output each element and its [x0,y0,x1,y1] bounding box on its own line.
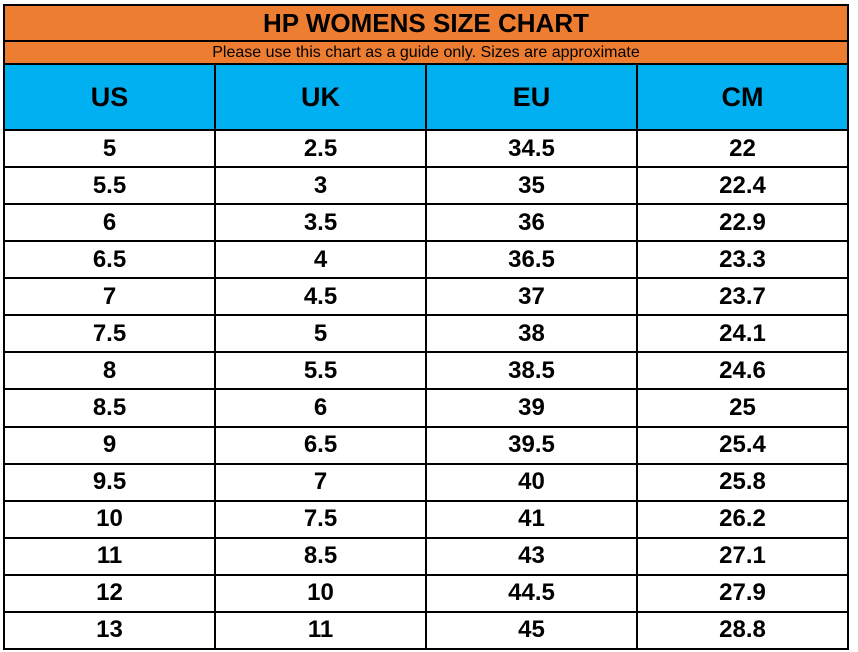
table-cell: 23.3 [636,240,849,280]
table-row: 13 11 45 28.8 [3,610,849,651]
table-cell: 4.5 [214,277,427,317]
table-cell: 7.5 [3,314,216,354]
table-cell: 5.5 [3,166,216,206]
table-cell: 2.5 [214,128,427,169]
table-cell: 8.5 [3,388,216,428]
table-cell: 12 [3,573,216,613]
table-cell: 27.9 [636,573,849,613]
table-cell: 28.8 [636,610,849,651]
column-header-cm: CM [636,63,849,131]
table-row: 6 3.5 36 22.9 [3,203,849,243]
table-row: 11 8.5 43 27.1 [3,536,849,576]
table-cell: 22 [636,128,849,169]
column-header-row: US UK EU CM [3,63,849,131]
table-row: 9 6.5 39.5 25.4 [3,425,849,465]
table-row: 5.5 3 35 22.4 [3,166,849,206]
table-cell: 5 [3,128,216,169]
table-row: 6.5 4 36.5 23.3 [3,240,849,280]
table-cell: 22.4 [636,166,849,206]
table-cell: 11 [214,610,427,651]
table-cell: 23.7 [636,277,849,317]
table-row: 10 7.5 41 26.2 [3,499,849,539]
table-cell: 9 [3,425,216,465]
table-cell: 25 [636,388,849,428]
table-cell: 6.5 [214,425,427,465]
table-cell: 6 [214,388,427,428]
table-cell: 3 [214,166,427,206]
table-cell: 40 [425,462,638,502]
table-cell: 24.6 [636,351,849,391]
table-cell: 44.5 [425,573,638,613]
table-cell: 4 [214,240,427,280]
table-cell: 3.5 [214,203,427,243]
title-row: HP WOMENS SIZE CHART [3,4,849,42]
chart-title: HP WOMENS SIZE CHART [3,4,849,42]
table-cell: 8 [3,351,216,391]
table-cell: 10 [214,573,427,613]
subtitle-row: Please use this chart as a guide only. S… [3,40,849,65]
table-cell: 26.2 [636,499,849,539]
table-row: 5 2.5 34.5 22 [3,128,849,169]
table-cell: 38 [425,314,638,354]
table-cell: 8.5 [214,536,427,576]
table-row: 7.5 5 38 24.1 [3,314,849,354]
chart-subtitle: Please use this chart as a guide only. S… [3,40,849,65]
table-cell: 22.9 [636,203,849,243]
table-cell: 34.5 [425,128,638,169]
table-cell: 25.4 [636,425,849,465]
table-row: 8.5 6 39 25 [3,388,849,428]
size-chart-table: HP WOMENS SIZE CHART Please use this cha… [3,4,849,651]
table-cell: 11 [3,536,216,576]
table-cell: 9.5 [3,462,216,502]
table-cell: 6 [3,203,216,243]
table-cell: 6.5 [3,240,216,280]
table-cell: 37 [425,277,638,317]
column-header-uk: UK [214,63,427,131]
table-cell: 5 [214,314,427,354]
table-cell: 7 [214,462,427,502]
table-cell: 7 [3,277,216,317]
table-cell: 41 [425,499,638,539]
table-cell: 7.5 [214,499,427,539]
table-cell: 36 [425,203,638,243]
table-cell: 45 [425,610,638,651]
table-cell: 10 [3,499,216,539]
table-cell: 5.5 [214,351,427,391]
table-cell: 27.1 [636,536,849,576]
table-row: 9.5 7 40 25.8 [3,462,849,502]
table-cell: 13 [3,610,216,651]
table-row: 7 4.5 37 23.7 [3,277,849,317]
table-cell: 43 [425,536,638,576]
table-cell: 25.8 [636,462,849,502]
size-chart-body: 5 2.5 34.5 22 5.5 3 35 22.4 6 3.5 36 22.9 6.5 4 36.5 23… [3,128,849,651]
table-cell: 24.1 [636,314,849,354]
table-cell: 36.5 [425,240,638,280]
column-header-us: US [3,63,216,131]
table-cell: 39 [425,388,638,428]
table-cell: 35 [425,166,638,206]
table-row: 8 5.5 38.5 24.6 [3,351,849,391]
table-cell: 38.5 [425,351,638,391]
column-header-eu: EU [425,63,638,131]
table-row: 12 10 44.5 27.9 [3,573,849,613]
table-cell: 39.5 [425,425,638,465]
